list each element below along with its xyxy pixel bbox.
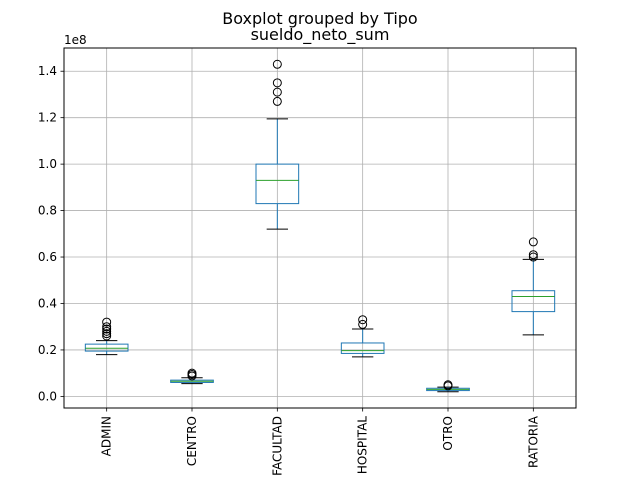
- box-flier: [102, 317, 112, 327]
- x-tick-label: RATORIA: [526, 415, 540, 468]
- box-flier: [272, 78, 282, 88]
- box-flier: [272, 96, 282, 106]
- box-body: [255, 163, 300, 205]
- box-flier: [187, 368, 197, 378]
- box-flier: [528, 252, 538, 262]
- y-tick-label: 0.0: [38, 389, 57, 403]
- y-tick-label: 0.2: [38, 343, 57, 357]
- y-tick-label: 1.2: [38, 111, 57, 125]
- box-flier: [102, 322, 112, 332]
- y-tick-label: 0.8: [38, 204, 57, 218]
- box-flier: [528, 237, 538, 247]
- box-flier: [272, 59, 282, 69]
- box-flier: [358, 315, 368, 325]
- box-flier: [102, 326, 112, 336]
- x-tick-label: ADMIN: [100, 416, 114, 456]
- x-tick-label: CENTRO: [185, 416, 199, 466]
- y-tick-label: 0.4: [38, 296, 57, 310]
- y-tick-label: 0.6: [38, 250, 57, 264]
- box-flier: [358, 319, 368, 329]
- chart-suptitle: Boxplot grouped by Tipo: [222, 9, 417, 28]
- box-flier: [528, 250, 538, 260]
- box-body: [84, 343, 129, 352]
- x-tick-label: OTRO: [441, 416, 455, 451]
- chart-title: sueldo_neto_sum: [251, 25, 390, 45]
- box-body: [511, 290, 556, 313]
- x-tick-label: FACULTAD: [270, 416, 284, 476]
- plot-frame: [63, 47, 577, 409]
- y-tick-label: 1.4: [38, 64, 57, 78]
- box-flier: [102, 331, 112, 341]
- box-flier: [443, 380, 453, 390]
- y-tick-label: 1.0: [38, 157, 57, 171]
- y-offset-label: 1e8: [64, 33, 87, 47]
- box-flier: [102, 329, 112, 339]
- box-flier: [102, 324, 112, 334]
- box-body: [340, 342, 385, 354]
- plot-area: 0.0 0.2 0.4 0.6 0.8 1.0 1.2 1.4 ADMIN CENTRO FACUL…: [38, 47, 577, 476]
- x-tick-label: HOSPITAL: [356, 416, 370, 474]
- box-flier: [272, 87, 282, 97]
